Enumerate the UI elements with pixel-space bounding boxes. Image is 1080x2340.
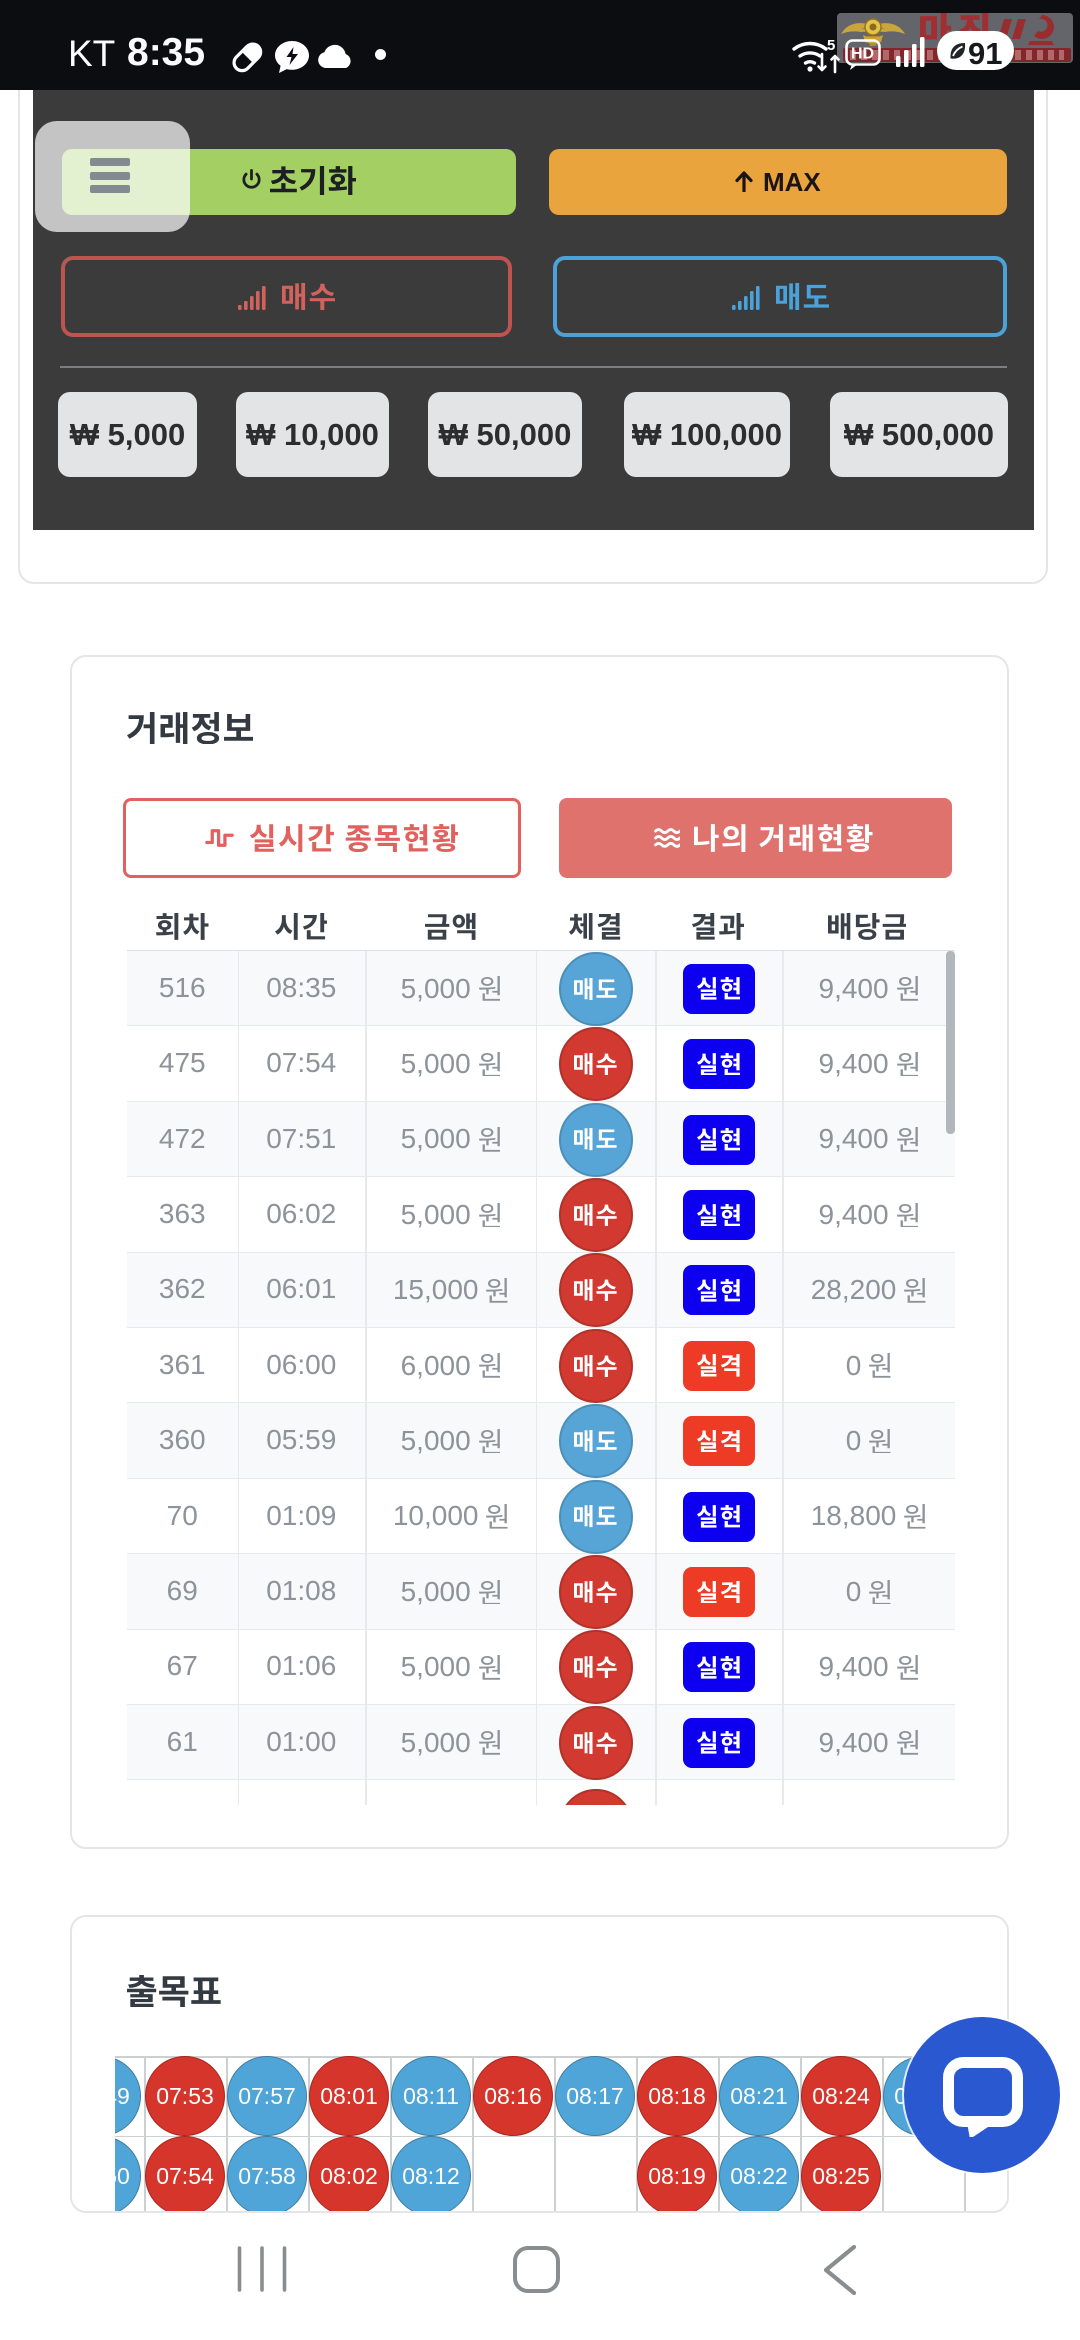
svg-text:HD: HD	[851, 46, 874, 63]
svg-text:5: 5	[827, 37, 835, 54]
